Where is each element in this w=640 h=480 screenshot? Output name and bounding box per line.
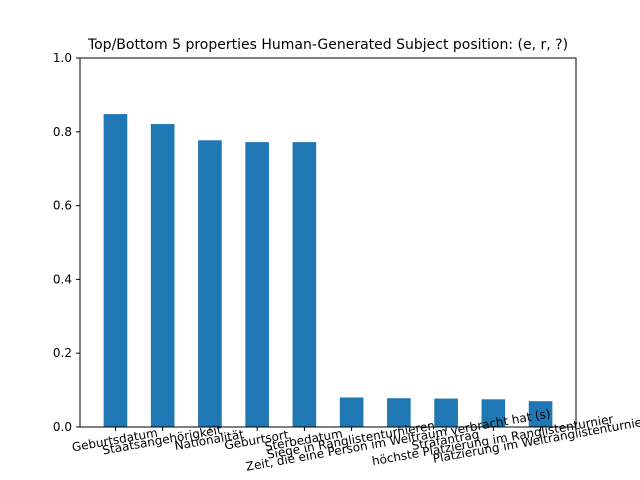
bars-group [103,114,553,428]
bar-9 [481,399,506,427]
y-tick-label: 0.6 [53,199,72,213]
plot-frame [79,57,577,428]
y-tick-label: 0.4 [53,272,72,286]
bar-7 [387,398,411,427]
y-axis: 0.0 0.2 0.4 0.6 0.8 1.0 [53,51,80,434]
chart-title: Top/Bottom 5 properties Human-Generated … [87,37,568,53]
bar-2 [150,124,175,428]
y-tick-label: 0.2 [53,346,72,360]
bar-10 [528,401,553,427]
bar-4 [245,142,269,427]
bar-3 [198,140,222,428]
bar-5 [292,142,317,427]
bar-1 [103,114,128,427]
bar-6 [339,397,364,427]
bar-8 [434,398,458,427]
y-tick-label: 0.0 [53,420,72,434]
y-tick-label: 0.8 [53,125,72,139]
y-tick-label: 1.0 [53,51,72,65]
